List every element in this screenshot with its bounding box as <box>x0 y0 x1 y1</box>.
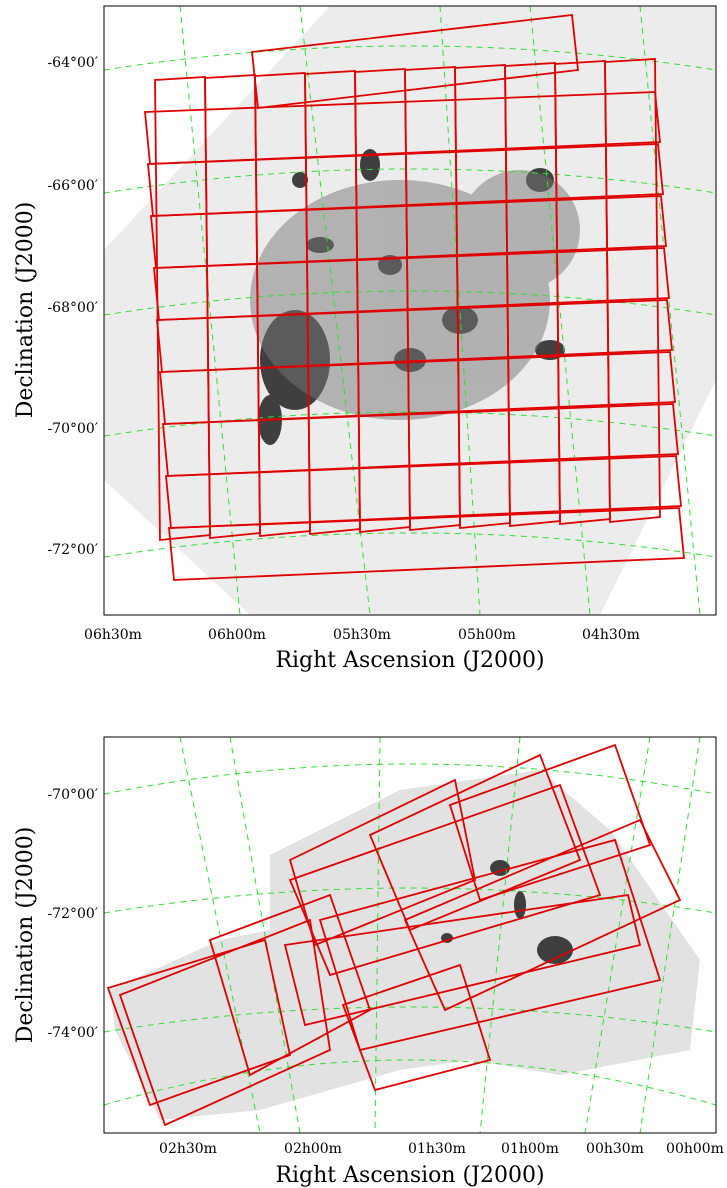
x-tick-label: 00h00m <box>666 1141 724 1157</box>
y-tick-label: -66°00′ <box>47 178 98 194</box>
x-tick-label: 06h30m <box>84 627 142 643</box>
footprint <box>283 893 642 1027</box>
grid-line <box>584 737 651 1133</box>
x-tick-label: 05h30m <box>333 627 391 643</box>
sky-image-bottom <box>104 737 716 1133</box>
grid-line <box>104 168 716 194</box>
footprint <box>168 507 685 581</box>
x-tick-label: 01h00m <box>501 1141 559 1157</box>
grid-line <box>439 6 481 615</box>
grid-line <box>229 737 301 1133</box>
sky-image-top <box>104 6 716 615</box>
footprint <box>251 14 579 110</box>
grid-line <box>179 737 261 1133</box>
footprint <box>118 918 331 1127</box>
grid-line <box>104 411 716 437</box>
y-tick-label: -72°00′ <box>47 906 98 922</box>
grid-line <box>104 1006 716 1033</box>
x-axis-label: Right Ascension (J2000) <box>275 1163 544 1188</box>
axes-frame <box>103 5 717 616</box>
footprint <box>162 403 679 477</box>
footprint <box>144 91 661 165</box>
y-tick-label: -70°00′ <box>47 787 98 803</box>
grid-line <box>639 737 701 1133</box>
grid-line <box>479 737 521 1133</box>
footprint <box>448 743 652 902</box>
footprint <box>318 838 662 1052</box>
footprint <box>288 778 477 947</box>
y-axis-label: Declination (J2000) <box>13 827 38 1044</box>
y-tick-label: -68°00′ <box>47 300 98 316</box>
x-tick-label: 06h00m <box>208 627 266 643</box>
grid-line <box>529 6 591 615</box>
y-tick-label: -74°00′ <box>47 1025 98 1041</box>
grid-line <box>374 737 381 1133</box>
footprint <box>208 893 372 1077</box>
footprint <box>150 195 667 269</box>
grid-line <box>104 290 716 316</box>
y-tick-label: -70°00′ <box>47 421 98 437</box>
x-tick-label: 02h00m <box>284 1141 342 1157</box>
footprint <box>604 58 661 523</box>
grid-line <box>299 6 371 615</box>
grid-line <box>104 45 716 71</box>
x-tick-label: 04h30m <box>582 627 640 643</box>
y-axis-label: Declination (J2000) <box>13 202 38 419</box>
x-axis-label: Right Ascension (J2000) <box>275 648 544 673</box>
grid-line <box>104 763 716 795</box>
footprint <box>156 299 673 373</box>
grid-line <box>104 532 716 558</box>
footprint <box>288 783 602 977</box>
x-tick-label: 01h30m <box>408 1141 466 1157</box>
footprint <box>153 247 670 321</box>
x-tick-label: 05h00m <box>458 627 516 643</box>
footprint <box>106 938 292 1107</box>
y-tick-label: -72°00′ <box>47 542 98 558</box>
x-tick-label: 00h30m <box>586 1141 644 1157</box>
footprint <box>159 351 676 425</box>
footprint <box>341 963 492 1092</box>
axes-frame <box>103 736 717 1134</box>
footprint <box>403 818 682 1012</box>
grid-line <box>104 1059 716 1106</box>
grid-line <box>179 6 241 615</box>
x-tick-label: 02h30m <box>159 1141 217 1157</box>
footprint <box>147 143 664 217</box>
y-tick-label: -64°00′ <box>47 55 98 71</box>
grid-line <box>639 6 701 615</box>
footprint <box>165 455 682 529</box>
